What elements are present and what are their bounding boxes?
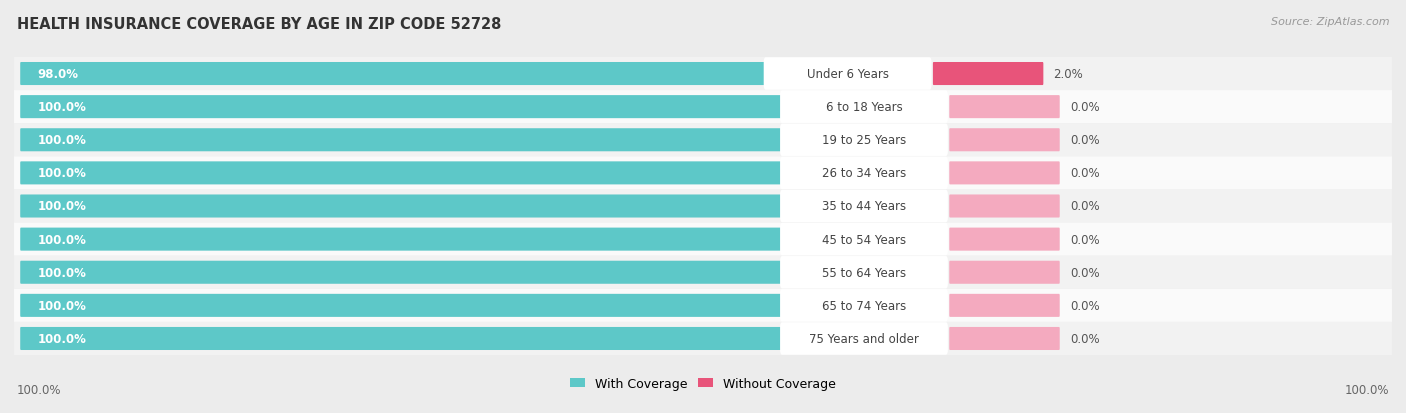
FancyBboxPatch shape bbox=[780, 323, 948, 355]
FancyBboxPatch shape bbox=[14, 157, 1392, 190]
Text: 100.0%: 100.0% bbox=[37, 332, 86, 345]
Text: 35 to 44 Years: 35 to 44 Years bbox=[823, 200, 905, 213]
Text: 65 to 74 Years: 65 to 74 Years bbox=[823, 299, 905, 312]
FancyBboxPatch shape bbox=[14, 58, 1392, 91]
FancyBboxPatch shape bbox=[14, 124, 1392, 157]
FancyBboxPatch shape bbox=[20, 294, 839, 317]
Text: 0.0%: 0.0% bbox=[1070, 101, 1099, 114]
Text: 0.0%: 0.0% bbox=[1070, 299, 1099, 312]
FancyBboxPatch shape bbox=[780, 256, 948, 289]
FancyBboxPatch shape bbox=[20, 327, 839, 350]
FancyBboxPatch shape bbox=[20, 63, 824, 86]
Text: 100.0%: 100.0% bbox=[17, 384, 62, 396]
FancyBboxPatch shape bbox=[20, 228, 839, 251]
FancyBboxPatch shape bbox=[780, 124, 948, 157]
FancyBboxPatch shape bbox=[14, 289, 1392, 322]
FancyBboxPatch shape bbox=[20, 129, 839, 152]
Text: 100.0%: 100.0% bbox=[37, 200, 86, 213]
FancyBboxPatch shape bbox=[780, 290, 948, 322]
Text: 6 to 18 Years: 6 to 18 Years bbox=[825, 101, 903, 114]
Text: 100.0%: 100.0% bbox=[37, 167, 86, 180]
FancyBboxPatch shape bbox=[14, 190, 1392, 223]
Text: 0.0%: 0.0% bbox=[1070, 233, 1099, 246]
FancyBboxPatch shape bbox=[20, 261, 839, 284]
FancyBboxPatch shape bbox=[763, 58, 932, 90]
FancyBboxPatch shape bbox=[14, 256, 1392, 289]
FancyBboxPatch shape bbox=[14, 223, 1392, 256]
Text: 100.0%: 100.0% bbox=[37, 266, 86, 279]
Text: 100.0%: 100.0% bbox=[37, 134, 86, 147]
FancyBboxPatch shape bbox=[949, 129, 1060, 152]
Text: 45 to 54 Years: 45 to 54 Years bbox=[823, 233, 905, 246]
Text: 100.0%: 100.0% bbox=[1344, 384, 1389, 396]
FancyBboxPatch shape bbox=[949, 228, 1060, 251]
FancyBboxPatch shape bbox=[949, 294, 1060, 317]
Text: 0.0%: 0.0% bbox=[1070, 167, 1099, 180]
Text: 2.0%: 2.0% bbox=[1053, 68, 1084, 81]
FancyBboxPatch shape bbox=[780, 157, 948, 190]
Text: 0.0%: 0.0% bbox=[1070, 266, 1099, 279]
FancyBboxPatch shape bbox=[780, 190, 948, 223]
Text: 26 to 34 Years: 26 to 34 Years bbox=[823, 167, 905, 180]
FancyBboxPatch shape bbox=[20, 195, 839, 218]
FancyBboxPatch shape bbox=[949, 162, 1060, 185]
Text: 55 to 64 Years: 55 to 64 Years bbox=[823, 266, 905, 279]
Legend: With Coverage, Without Coverage: With Coverage, Without Coverage bbox=[565, 372, 841, 395]
Text: HEALTH INSURANCE COVERAGE BY AGE IN ZIP CODE 52728: HEALTH INSURANCE COVERAGE BY AGE IN ZIP … bbox=[17, 17, 502, 31]
Text: 100.0%: 100.0% bbox=[37, 101, 86, 114]
Text: 75 Years and older: 75 Years and older bbox=[808, 332, 920, 345]
FancyBboxPatch shape bbox=[780, 91, 948, 123]
FancyBboxPatch shape bbox=[14, 322, 1392, 355]
FancyBboxPatch shape bbox=[934, 63, 1043, 86]
FancyBboxPatch shape bbox=[780, 223, 948, 256]
FancyBboxPatch shape bbox=[949, 195, 1060, 218]
FancyBboxPatch shape bbox=[14, 91, 1392, 124]
Text: 100.0%: 100.0% bbox=[37, 299, 86, 312]
Text: Under 6 Years: Under 6 Years bbox=[807, 68, 889, 81]
Text: 0.0%: 0.0% bbox=[1070, 134, 1099, 147]
Text: 0.0%: 0.0% bbox=[1070, 200, 1099, 213]
Text: Source: ZipAtlas.com: Source: ZipAtlas.com bbox=[1271, 17, 1389, 26]
Text: 0.0%: 0.0% bbox=[1070, 332, 1099, 345]
Text: 100.0%: 100.0% bbox=[37, 233, 86, 246]
FancyBboxPatch shape bbox=[20, 162, 839, 185]
Text: 19 to 25 Years: 19 to 25 Years bbox=[823, 134, 905, 147]
FancyBboxPatch shape bbox=[949, 261, 1060, 284]
FancyBboxPatch shape bbox=[20, 96, 839, 119]
FancyBboxPatch shape bbox=[949, 327, 1060, 350]
Text: 98.0%: 98.0% bbox=[37, 68, 79, 81]
FancyBboxPatch shape bbox=[949, 96, 1060, 119]
